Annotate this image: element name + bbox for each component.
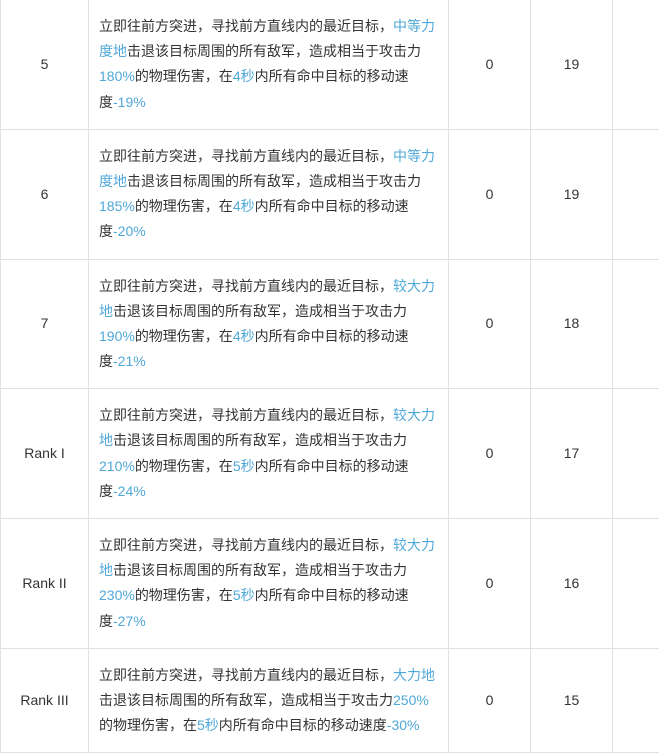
table-row: Rank II立即往前方突进，寻找前方直线内的最近目标，较大力地击退该目标周围的… xyxy=(1,519,659,649)
level-cell: 7 xyxy=(1,259,89,389)
skill-level-table: 5立即往前方突进，寻找前方直线内的最近目标，中等力度地击退该目标周围的所有敌军，… xyxy=(0,0,659,753)
plain-text: 的物理伤害，在 xyxy=(135,68,233,84)
table-row: 7立即往前方突进，寻找前方直线内的最近目标，较大力地击退该目标周围的所有敌军，造… xyxy=(1,259,659,389)
value1-cell: 0 xyxy=(449,0,531,129)
highlight-text: 5秒 xyxy=(197,717,219,733)
description-cell: 立即往前方突进，寻找前方直线内的最近目标，较大力地击退该目标周围的所有敌军，造成… xyxy=(89,389,449,519)
plain-text: 击退该目标周围的所有敌军，造成相当于攻击力 xyxy=(127,43,421,59)
empty-cell xyxy=(613,259,659,389)
table-row: 6立即往前方突进，寻找前方直线内的最近目标，中等力度地击退该目标周围的所有敌军，… xyxy=(1,129,659,259)
plain-text: 的物理伤害，在 xyxy=(135,328,233,344)
highlight-text: 250% xyxy=(393,692,429,708)
highlight-text: 180% xyxy=(99,68,135,84)
value1-cell: 0 xyxy=(449,259,531,389)
empty-cell xyxy=(613,389,659,519)
plain-text: 立即往前方突进，寻找前方直线内的最近目标， xyxy=(99,407,393,423)
highlight-text: -21% xyxy=(113,353,146,369)
plain-text: 立即往前方突进，寻找前方直线内的最近目标， xyxy=(99,667,393,683)
highlight-text: 5秒 xyxy=(233,458,255,474)
level-cell: 6 xyxy=(1,129,89,259)
plain-text: 的物理伤害，在 xyxy=(135,458,233,474)
highlight-text: 5秒 xyxy=(233,587,255,603)
plain-text: 立即往前方突进，寻找前方直线内的最近目标， xyxy=(99,18,393,34)
highlight-text: 4秒 xyxy=(233,328,255,344)
empty-cell xyxy=(613,648,659,753)
description-cell: 立即往前方突进，寻找前方直线内的最近目标，较大力地击退该目标周围的所有敌军，造成… xyxy=(89,259,449,389)
plain-text: 击退该目标周围的所有敌军，造成相当于攻击力 xyxy=(127,173,421,189)
description-cell: 立即往前方突进，寻找前方直线内的最近目标，中等力度地击退该目标周围的所有敌军，造… xyxy=(89,0,449,129)
value2-cell: 17 xyxy=(531,389,613,519)
level-cell: Rank I xyxy=(1,389,89,519)
value2-cell: 15 xyxy=(531,648,613,753)
value2-cell: 18 xyxy=(531,259,613,389)
plain-text: 击退该目标周围的所有敌军，造成相当于攻击力 xyxy=(99,692,393,708)
table-row: Rank I立即往前方突进，寻找前方直线内的最近目标，较大力地击退该目标周围的所… xyxy=(1,389,659,519)
plain-text: 立即往前方突进，寻找前方直线内的最近目标， xyxy=(99,278,393,294)
table-row: Rank III立即往前方突进，寻找前方直线内的最近目标，大力地击退该目标周围的… xyxy=(1,648,659,753)
highlight-text: 4秒 xyxy=(233,198,255,214)
value2-cell: 19 xyxy=(531,129,613,259)
description-cell: 立即往前方突进，寻找前方直线内的最近目标，较大力地击退该目标周围的所有敌军，造成… xyxy=(89,519,449,649)
value1-cell: 0 xyxy=(449,389,531,519)
highlight-text: 230% xyxy=(99,587,135,603)
level-cell: Rank II xyxy=(1,519,89,649)
highlight-text: -30% xyxy=(387,717,420,733)
highlight-text: 190% xyxy=(99,328,135,344)
empty-cell xyxy=(613,129,659,259)
value1-cell: 0 xyxy=(449,129,531,259)
value1-cell: 0 xyxy=(449,648,531,753)
highlight-text: -24% xyxy=(113,483,146,499)
highlight-text: 185% xyxy=(99,198,135,214)
plain-text: 击退该目标周围的所有敌军，造成相当于攻击力 xyxy=(113,432,407,448)
plain-text: 立即往前方突进，寻找前方直线内的最近目标， xyxy=(99,148,393,164)
empty-cell xyxy=(613,0,659,129)
plain-text: 的物理伤害，在 xyxy=(135,198,233,214)
highlight-text: 4秒 xyxy=(233,68,255,84)
plain-text: 击退该目标周围的所有敌军，造成相当于攻击力 xyxy=(113,562,407,578)
highlight-text: 210% xyxy=(99,458,135,474)
value2-cell: 19 xyxy=(531,0,613,129)
value1-cell: 0 xyxy=(449,519,531,649)
description-cell: 立即往前方突进，寻找前方直线内的最近目标，大力地击退该目标周围的所有敌军，造成相… xyxy=(89,648,449,753)
plain-text: 击退该目标周围的所有敌军，造成相当于攻击力 xyxy=(113,303,407,319)
empty-cell xyxy=(613,519,659,649)
plain-text: 内所有命中目标的移动速度 xyxy=(219,717,387,733)
plain-text: 立即往前方突进，寻找前方直线内的最近目标， xyxy=(99,537,393,553)
level-cell: Rank III xyxy=(1,648,89,753)
description-cell: 立即往前方突进，寻找前方直线内的最近目标，中等力度地击退该目标周围的所有敌军，造… xyxy=(89,129,449,259)
plain-text: 的物理伤害，在 xyxy=(135,587,233,603)
highlight-text: -27% xyxy=(113,613,146,629)
value2-cell: 16 xyxy=(531,519,613,649)
table-row: 5立即往前方突进，寻找前方直线内的最近目标，中等力度地击退该目标周围的所有敌军，… xyxy=(1,0,659,129)
highlight-text: 大力地 xyxy=(393,667,435,683)
highlight-text: -19% xyxy=(113,94,146,110)
level-cell: 5 xyxy=(1,0,89,129)
highlight-text: -20% xyxy=(113,223,146,239)
plain-text: 的物理伤害，在 xyxy=(99,717,197,733)
